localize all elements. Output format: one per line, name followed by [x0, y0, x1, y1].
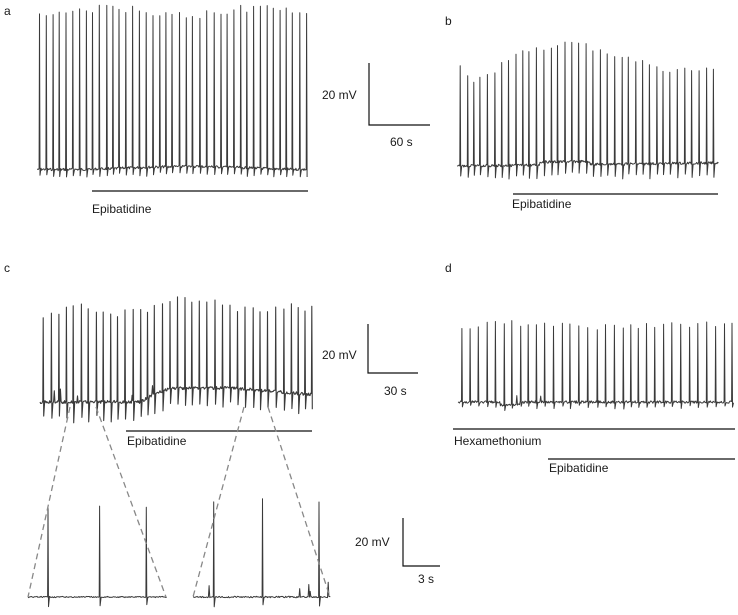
- trace-panel-b: [456, 41, 719, 180]
- trace-panel-d: [457, 320, 734, 411]
- zoom-guide-left-2: [95, 406, 167, 598]
- trace-c-path: [39, 296, 313, 424]
- scale-bar-inset: [402, 518, 440, 567]
- scale-voltage-c: 20 mV: [322, 348, 357, 362]
- zoom-guide-right-2: [267, 406, 331, 598]
- epibatidine-label-a: Epibatidine: [92, 202, 152, 216]
- epibatidine-label-b: Epibatidine: [512, 197, 572, 211]
- panel-b-letter: b: [445, 14, 452, 28]
- panel-d-letter: d: [445, 261, 452, 275]
- trace-inset-left: [27, 505, 167, 608]
- zoom-guide-right-1: [192, 406, 245, 598]
- scale-bar-ab: [368, 63, 430, 126]
- epibatidine-label-d: Epibatidine: [549, 461, 609, 475]
- panel-a-letter: a: [4, 4, 11, 18]
- epibatidine-label-c: Epibatidine: [127, 434, 187, 448]
- trace-d-path: [457, 320, 734, 411]
- scale-time-inset: 3 s: [418, 572, 434, 586]
- hexamethonium-label-d: Hexamethonium: [454, 434, 541, 448]
- scale-voltage-inset: 20 mV: [355, 535, 390, 549]
- trace-c1-path: [27, 505, 167, 608]
- panel-c-letter: c: [4, 261, 10, 275]
- scale-time-c: 30 s: [384, 384, 407, 398]
- trace-inset-right: [193, 498, 331, 608]
- trace-b-path: [456, 41, 719, 180]
- scale-bar-c: [367, 324, 418, 374]
- trace-panel-a: [37, 4, 308, 178]
- zoom-guides: [27, 406, 331, 598]
- trace-panel-c: [39, 296, 313, 424]
- trace-a-path: [37, 4, 308, 178]
- scale-time-ab: 60 s: [390, 135, 413, 149]
- scale-voltage-ab: 20 mV: [322, 88, 357, 102]
- zoom-guide-left-1: [27, 406, 71, 598]
- trace-c2-path: [193, 498, 331, 608]
